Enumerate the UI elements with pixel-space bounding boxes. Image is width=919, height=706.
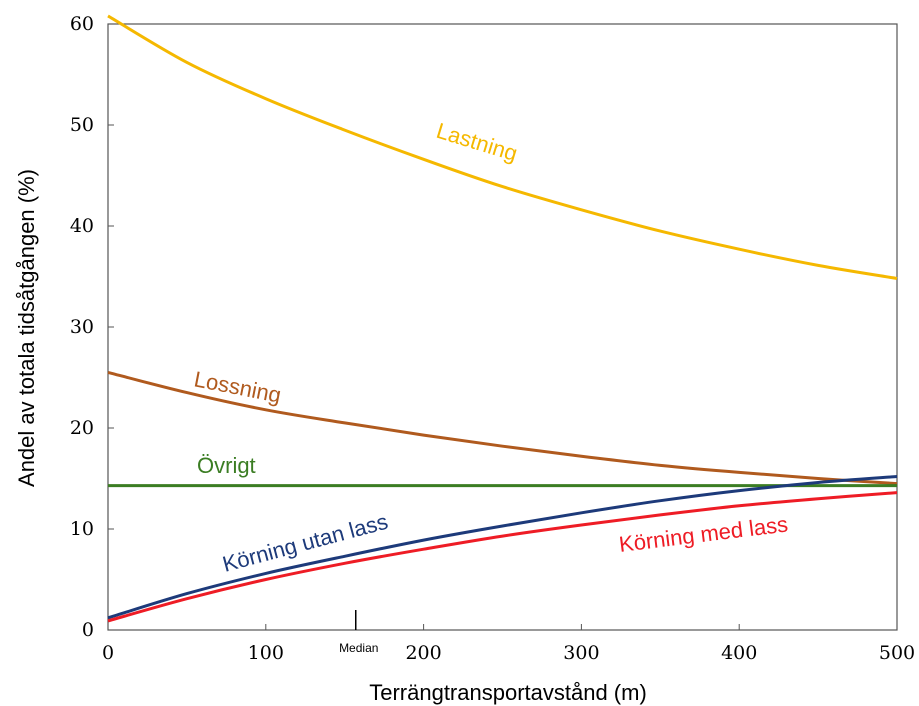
x-tick-label: 300 xyxy=(563,642,599,664)
y-tick-label: 20 xyxy=(70,417,94,439)
x-tick-label: 100 xyxy=(248,642,284,664)
x-tick-label: 200 xyxy=(405,642,441,664)
median-label: Median xyxy=(339,641,378,655)
series-line-lastning xyxy=(107,14,898,280)
series-label-lossning: Lossning xyxy=(192,366,283,407)
series-label-ovrigt: Övrigt xyxy=(197,453,256,478)
y-axis-title: Andel av totala tidsåtgången (%) xyxy=(14,169,39,487)
x-tick-label: 400 xyxy=(721,642,757,664)
x-axis-title: Terrängtransportavstånd (m) xyxy=(369,680,647,705)
x-axis-ticks: 0 100 200 300 400 500 xyxy=(102,624,915,664)
y-tick-label: 50 xyxy=(70,114,94,136)
y-tick-label: 60 xyxy=(70,13,94,35)
series-label-korning-utan-lass: Körning utan lass xyxy=(220,509,391,577)
y-axis-ticks: 0 10 20 30 40 50 60 xyxy=(70,13,114,641)
y-tick-label: 0 xyxy=(82,619,94,641)
y-tick-label: 30 xyxy=(70,316,94,338)
series-lines xyxy=(107,14,898,623)
plot-frame xyxy=(107,23,898,631)
series-label-lastning: Lastning xyxy=(434,118,521,166)
plot-area xyxy=(107,23,898,631)
x-tick-label: 0 xyxy=(102,642,114,664)
series-line-korning-utan-lass xyxy=(107,475,898,620)
y-tick-label: 40 xyxy=(70,215,94,237)
series-line-korning-med-lass xyxy=(107,491,898,623)
series-line-lossning xyxy=(107,370,898,486)
y-tick-label: 10 xyxy=(70,518,94,540)
x-tick-label: 500 xyxy=(879,642,915,664)
